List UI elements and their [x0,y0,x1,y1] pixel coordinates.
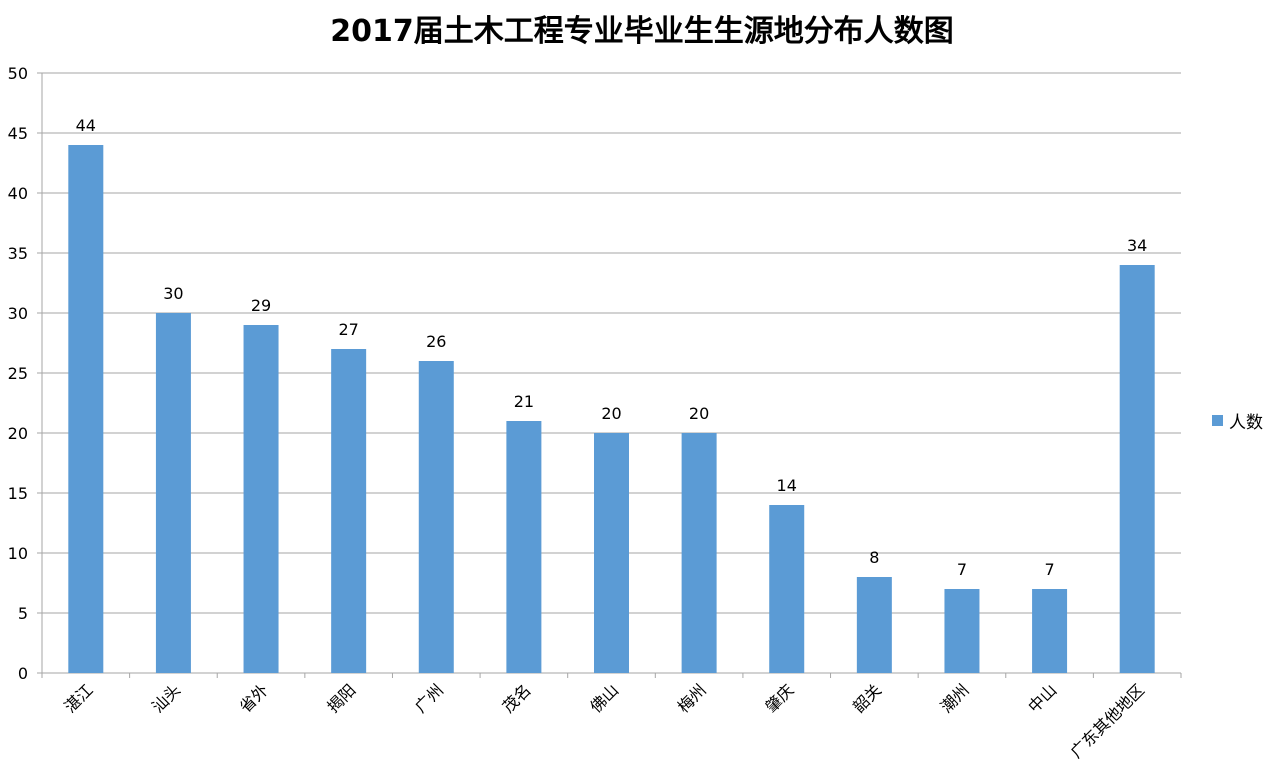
x-tick-label: 潮州 [937,680,973,716]
y-tick-label: 0 [18,664,28,683]
data-label: 7 [1044,560,1054,579]
data-label: 34 [1127,236,1147,255]
bar [1032,589,1068,673]
bar [769,505,805,673]
y-tick-label: 40 [8,184,28,203]
x-tick-label: 省外 [236,680,272,716]
x-tick-label: 广东其他地区 [1067,680,1148,761]
x-tick-label: 梅州 [674,680,710,716]
data-label: 44 [76,116,96,135]
y-tick-label: 10 [8,544,28,563]
data-label: 21 [514,392,534,411]
x-tick-label: 佛山 [586,680,622,716]
bar [856,577,892,673]
x-tick-label: 汕头 [148,680,184,716]
y-tick-label: 25 [8,364,28,383]
bar [68,145,104,673]
bar [506,421,542,673]
data-label: 26 [426,332,446,351]
y-tick-label: 45 [8,124,28,143]
bar [681,433,717,673]
data-label: 27 [338,320,358,339]
y-tick-label: 35 [8,244,28,263]
bar [155,313,191,673]
data-label: 20 [689,404,709,423]
legend-label: 人数 [1229,413,1263,433]
bar [243,325,279,673]
bar [944,589,980,673]
bar [1119,265,1155,673]
data-label: 7 [957,560,967,579]
x-tick-label: 茂名 [499,680,535,716]
data-label: 14 [777,476,797,495]
data-label: 20 [601,404,621,423]
chart-title: 2017届土木工程专业毕业生生源地分布人数图 [330,14,954,49]
y-tick-label: 30 [8,304,28,323]
x-tick-label: 湛江 [61,680,97,716]
data-label: 29 [251,296,271,315]
legend: 人数 [1212,408,1263,433]
x-tick-label: 韶关 [849,680,885,716]
data-label: 8 [869,548,879,567]
data-label: 30 [163,284,183,303]
x-tick-label: 中山 [1024,680,1060,716]
y-tick-label: 50 [8,64,28,83]
y-tick-label: 5 [18,604,28,623]
bar [331,349,367,673]
x-tick-label: 揭阳 [323,680,359,716]
x-tick-label: 肇庆 [761,680,797,716]
bar [418,361,454,673]
x-tick-label: 广州 [411,680,447,716]
y-tick-label: 20 [8,424,28,443]
legend-swatch [1212,415,1223,426]
y-tick-label: 15 [8,484,28,503]
bar [594,433,629,673]
